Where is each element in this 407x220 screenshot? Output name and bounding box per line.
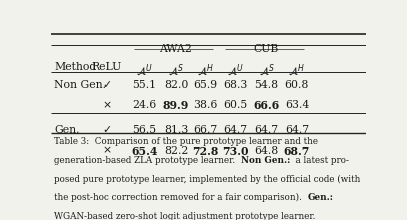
Text: ✓: ✓ — [102, 125, 111, 136]
Text: 64.7: 64.7 — [285, 125, 309, 136]
Text: Non Gen.:: Non Gen.: — [241, 156, 290, 165]
Text: CUB: CUB — [254, 44, 279, 54]
Text: 24.6: 24.6 — [132, 100, 157, 110]
Text: $\mathcal{A}^S$: $\mathcal{A}^S$ — [258, 62, 275, 78]
Text: Non Gen.: Non Gen. — [54, 80, 106, 90]
Text: 81.3: 81.3 — [164, 125, 188, 136]
Text: 66.6: 66.6 — [254, 100, 280, 111]
Text: $\mathcal{A}^H$: $\mathcal{A}^H$ — [197, 62, 214, 78]
Text: $\mathcal{A}^H$: $\mathcal{A}^H$ — [289, 62, 305, 78]
Text: 55.1: 55.1 — [133, 80, 157, 90]
Text: 38.6: 38.6 — [193, 100, 218, 110]
Text: posed pure prototype learner, implemented by the official code (with: posed pure prototype learner, implemente… — [54, 175, 361, 184]
Text: 60.5: 60.5 — [223, 100, 247, 110]
Text: 73.0: 73.0 — [222, 146, 249, 157]
Text: 68.7: 68.7 — [284, 146, 310, 157]
Text: 72.8: 72.8 — [192, 146, 219, 157]
Text: 65.9: 65.9 — [193, 80, 217, 90]
Text: ✓: ✓ — [102, 80, 111, 90]
Text: 54.8: 54.8 — [254, 80, 279, 90]
Text: 66.7: 66.7 — [193, 125, 218, 136]
Text: the post-hoc correction removed for a fair comparison).: the post-hoc correction removed for a fa… — [54, 193, 307, 202]
Text: 65.4: 65.4 — [131, 146, 158, 157]
Text: 64.7: 64.7 — [223, 125, 247, 136]
Text: WGAN-based zero-shot logit adjustment prototype learner.: WGAN-based zero-shot logit adjustment pr… — [54, 212, 315, 220]
Text: 60.8: 60.8 — [285, 80, 309, 90]
Text: AWA2: AWA2 — [160, 44, 193, 54]
Text: a latest pro-: a latest pro- — [290, 156, 349, 165]
Text: 64.7: 64.7 — [254, 125, 279, 136]
Text: 56.5: 56.5 — [133, 125, 157, 136]
Text: ×: × — [102, 100, 111, 110]
Text: 68.3: 68.3 — [223, 80, 247, 90]
Text: $\mathcal{A}^U$: $\mathcal{A}^U$ — [136, 62, 153, 78]
Text: 63.4: 63.4 — [285, 100, 309, 110]
Text: ×: × — [102, 146, 111, 156]
Text: ReLU: ReLU — [92, 62, 122, 72]
Text: 82.0: 82.0 — [164, 80, 188, 90]
Text: $\mathcal{A}^S$: $\mathcal{A}^S$ — [168, 62, 184, 78]
Text: $\mathcal{A}^U$: $\mathcal{A}^U$ — [227, 62, 244, 78]
Text: 89.9: 89.9 — [163, 100, 189, 111]
Text: generation-based ZLA prototype learner.: generation-based ZLA prototype learner. — [54, 156, 241, 165]
Text: Method: Method — [54, 62, 96, 72]
Text: Gen.: Gen. — [54, 125, 79, 136]
Text: 64.8: 64.8 — [254, 146, 279, 156]
Text: Table 3:  Comparison of the pure prototype learner and the: Table 3: Comparison of the pure prototyp… — [54, 137, 318, 146]
Text: Gen.:: Gen.: — [307, 193, 333, 202]
Text: 82.2: 82.2 — [164, 146, 188, 156]
